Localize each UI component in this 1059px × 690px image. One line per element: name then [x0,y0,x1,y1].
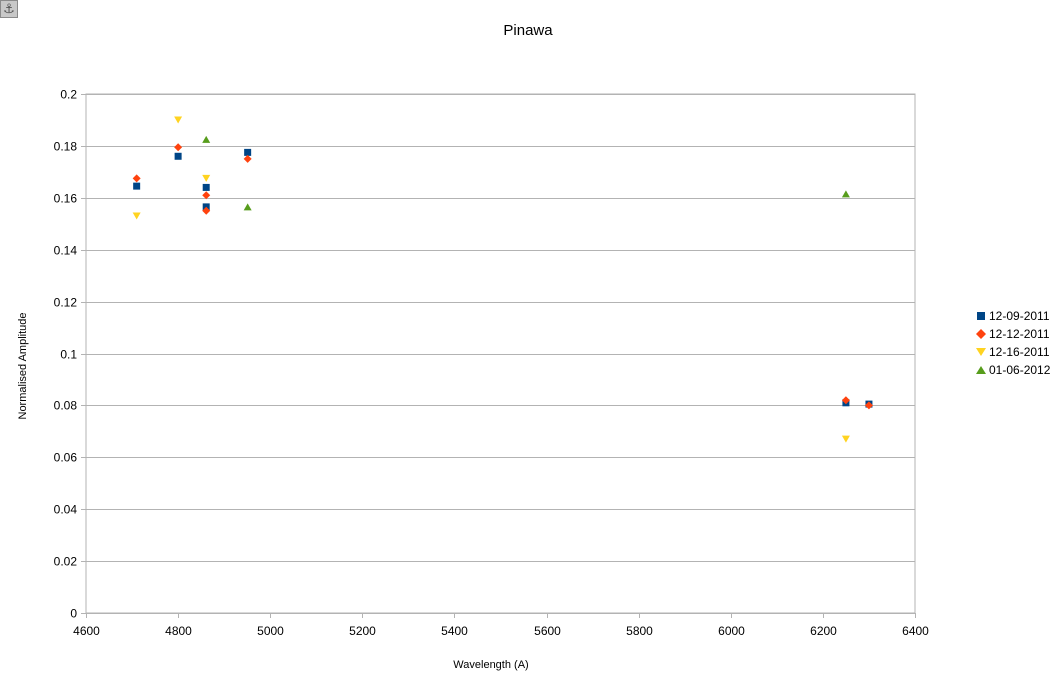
data-point [841,435,850,443]
plot-frame [85,93,916,614]
legend-item: 01-06-2012 [976,361,1050,379]
data-point [132,174,141,183]
x-tick-label: 5000 [257,624,284,638]
legend-item: 12-12-2011 [976,325,1050,343]
x-tick-label: 4800 [165,624,192,638]
data-point [132,212,141,220]
legend-item: 12-16-2011 [976,343,1050,361]
legend: 12-09-2011 12-12-2011 12-16-2011 01-06-2… [976,307,1050,379]
legend-diamond-marker-icon [976,329,986,339]
x-tick-label: 4600 [73,624,100,638]
x-tick-label: 6000 [718,624,745,638]
data-point [202,183,210,191]
data-point [864,401,873,410]
data-point [202,174,211,182]
data-points [132,116,873,443]
data-point [202,135,211,143]
y-tick-label: 0.16 [54,192,78,206]
legend-label: 12-16-2011 [989,345,1050,359]
data-point [243,154,252,163]
y-tick-label: 0.06 [54,451,78,465]
legend-triangle-up-marker-icon [976,366,986,374]
x-tick-label: 6200 [810,624,837,638]
data-point [174,143,183,152]
data-point [174,116,183,124]
y-axis-label: Normalised Amplitude [17,313,29,420]
y-tick-label: 0.1 [60,348,77,362]
y-tick-label: 0.04 [54,503,78,517]
data-point [243,203,252,211]
data-point [841,396,850,405]
x-axis-label: Wavelength (A) [453,659,528,671]
data-point [244,148,252,156]
y-tick-label: 0.18 [54,140,78,154]
y-tick-label: 0 [70,607,77,621]
chart-title: Pinawa [503,22,553,39]
legend-label: 12-12-2011 [989,327,1050,341]
legend-label: 01-06-2012 [989,363,1051,377]
data-point [841,190,850,198]
y-tick-label: 0.2 [60,88,77,102]
y-tick-label: 0.12 [54,296,78,310]
data-point [174,152,182,160]
axes: 0 0.02 0.04 0.06 0.08 0.1 0.12 0.14 0.16 0.18 0.2 4… [54,88,930,639]
x-tick-label: 5400 [441,624,468,638]
legend-triangle-down-marker-icon [976,348,986,356]
legend-square-marker-icon [977,312,985,320]
anchor-icon[interactable]: ⚓ [0,0,18,18]
y-tick-label: 0.14 [54,244,78,258]
y-tick-label: 0.02 [54,555,78,569]
x-tick-label: 5600 [534,624,561,638]
grid [85,93,916,614]
x-tick-label: 5800 [626,624,653,638]
data-point [133,182,141,190]
x-tick-label: 6400 [902,624,929,638]
data-point [202,206,211,215]
data-point [202,191,211,200]
y-tick-label: 0.08 [54,399,78,413]
legend-item: 12-09-2011 [976,307,1050,325]
x-tick-label: 5200 [349,624,376,638]
legend-label: 12-09-2011 [989,309,1050,323]
